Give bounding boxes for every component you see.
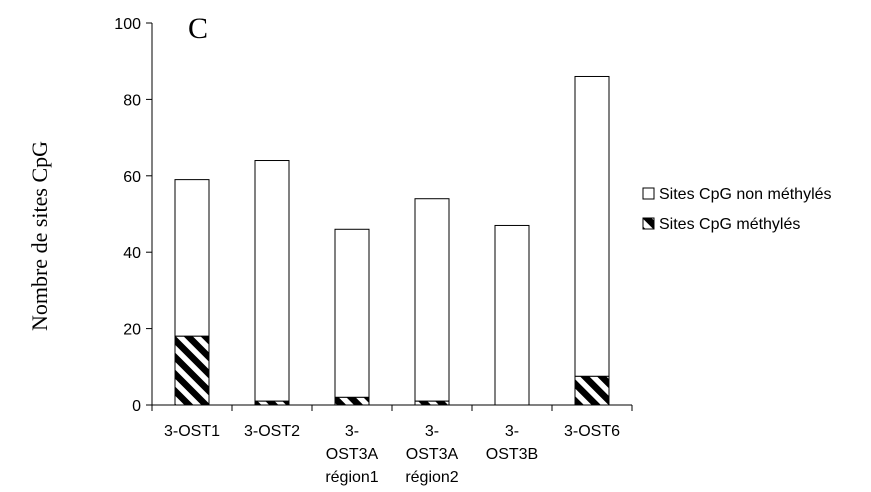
y-axis-ticks: 0 20 40 60 80 100 (114, 16, 152, 415)
y-tick-label: 40 (123, 245, 141, 262)
legend-swatch (642, 217, 655, 230)
bar-methylated (334, 396, 370, 406)
bar-group (174, 75, 610, 406)
x-tick-label: 3- (425, 423, 439, 440)
x-axis-labels: 3-OST1 3-OST2 3- OST3A région1 3- OST3A région2… (164, 423, 620, 486)
x-tick-label: 3- (345, 423, 359, 440)
x-tick-label: 3-OST6 (564, 423, 620, 440)
legend: Sites CpG non méthylés Sites CpG méthylés (642, 186, 832, 233)
x-tick-label: 3- (505, 423, 519, 440)
x-axis-ticks (151, 405, 633, 411)
y-axis-label: Nombre de sites CpG (27, 141, 52, 331)
bar-unmethylated (494, 224, 530, 406)
legend-swatch (642, 187, 655, 200)
x-tick-label: 3-OST1 (164, 423, 220, 440)
x-tick-label: OST3A (406, 446, 459, 463)
bar-methylated (174, 335, 210, 406)
legend-label: Sites CpG méthylés (659, 216, 800, 233)
y-tick-label: 100 (114, 16, 141, 33)
bar-methylated (254, 400, 290, 406)
x-tick-label: 3-OST2 (244, 423, 300, 440)
bar-methylated (414, 400, 450, 406)
bar-unmethylated (174, 179, 210, 337)
y-tick-label: 60 (123, 169, 141, 186)
x-tick-label: région2 (405, 469, 458, 486)
bar-methylated (574, 375, 610, 406)
bar-unmethylated (574, 75, 610, 377)
x-tick-label: région1 (325, 469, 378, 486)
bar-unmethylated (414, 198, 450, 402)
y-tick-label: 80 (123, 92, 141, 109)
x-tick-label: OST3B (486, 446, 538, 463)
x-tick-label: OST3A (326, 446, 379, 463)
y-tick-label: 0 (132, 398, 141, 415)
legend-label: Sites CpG non méthylés (659, 186, 832, 203)
bar-unmethylated (254, 160, 290, 402)
panel-label: C (188, 12, 208, 45)
y-tick-label: 20 (123, 322, 141, 339)
bar-unmethylated (334, 228, 370, 398)
